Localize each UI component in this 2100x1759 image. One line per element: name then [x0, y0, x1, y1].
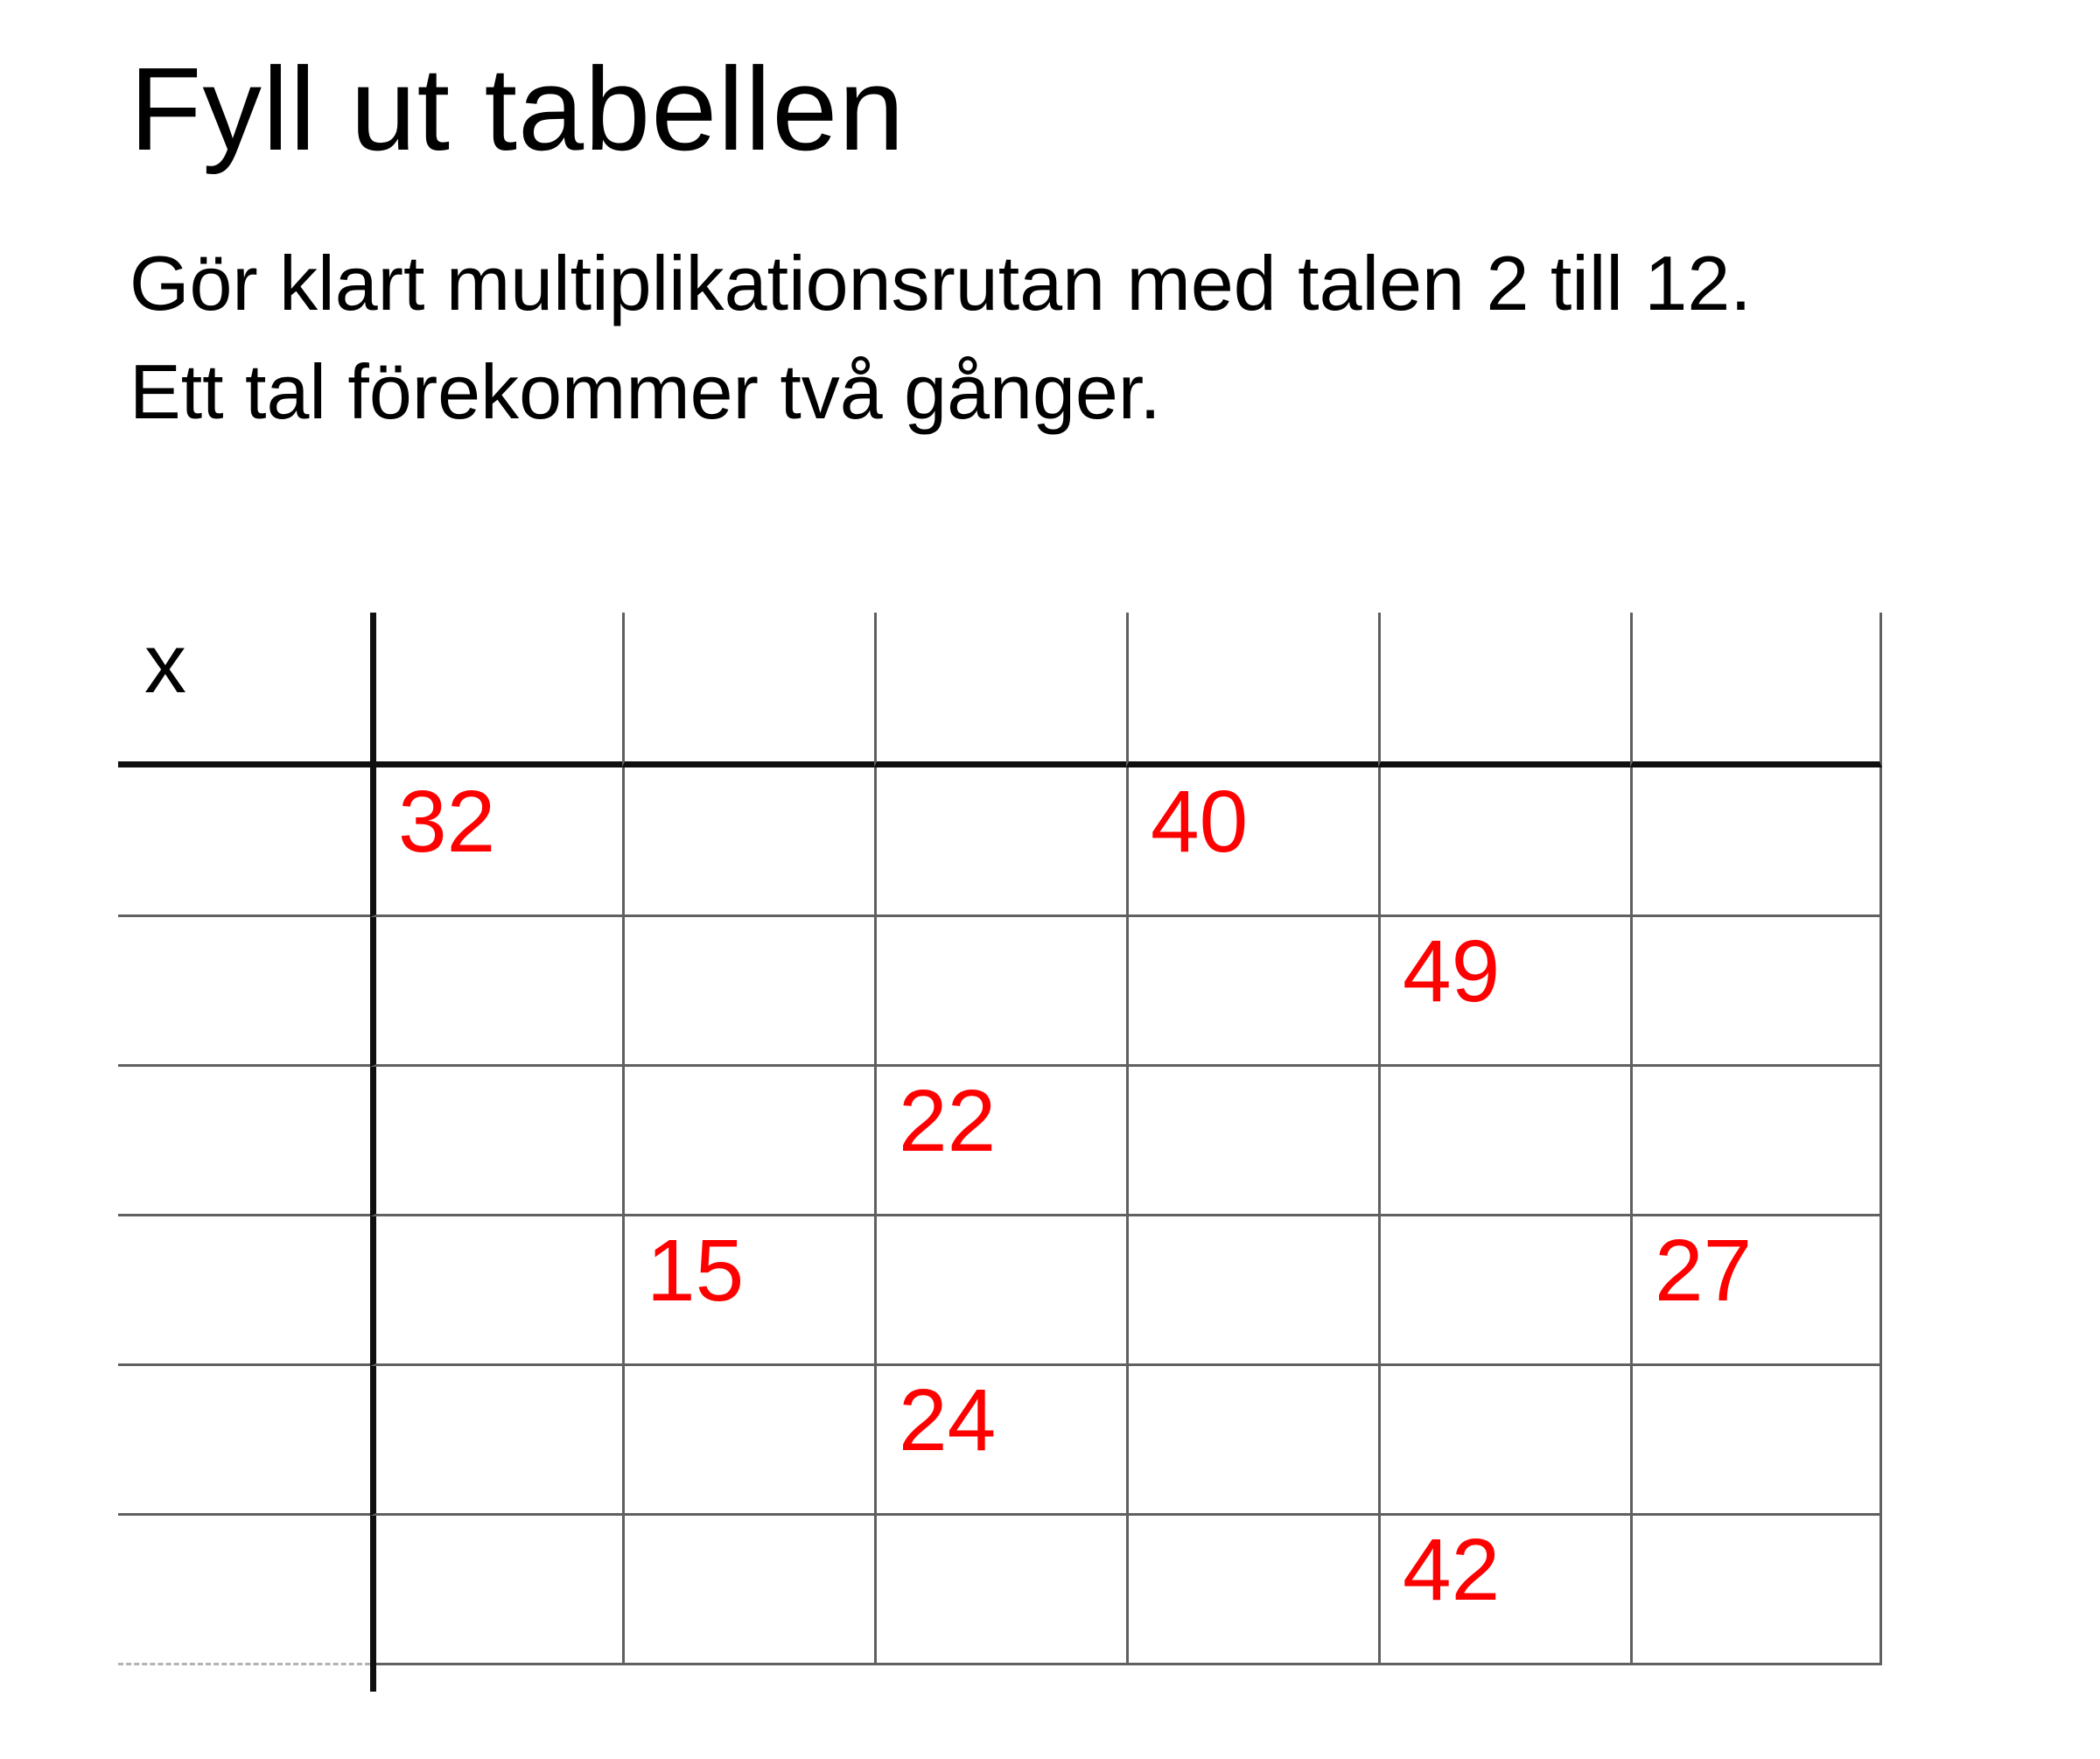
multiplication-grid: x 32 40 49 22 15 27 24 42: [118, 613, 1882, 1665]
grid-cell-r5c1: [370, 1366, 622, 1516]
grid-cell-r1c4: 40: [1126, 767, 1378, 917]
grid-row-header-r2: [118, 917, 370, 1067]
grid-cell-r3c1: [370, 1067, 622, 1216]
grid-cell-r6c1: [370, 1516, 622, 1665]
grid-cell-r4c2: 15: [622, 1216, 874, 1366]
grid-row-header-r5: [118, 1366, 370, 1516]
product-value: 24: [899, 1371, 997, 1469]
grid-row-header-r4: [118, 1216, 370, 1366]
grid-cell-r5c6: [1630, 1366, 1882, 1516]
grid-cell-r5c5: [1378, 1366, 1630, 1516]
grid-cell-r4c1: [370, 1216, 622, 1366]
grid-row-header-r6: [118, 1516, 370, 1665]
grid-cell-r4c6: 27: [1630, 1216, 1882, 1366]
grid-cell-r1c5: [1378, 767, 1630, 917]
instruction-line-1: Gör klart multiplikationsrutan med talen…: [130, 240, 1752, 326]
grid-cell-r2c3: [874, 917, 1126, 1067]
grid-row-header-r1: [118, 767, 370, 917]
grid-cell-r6c5: 42: [1378, 1516, 1630, 1665]
grid-cell-r5c3: 24: [874, 1366, 1126, 1516]
product-value: 22: [899, 1072, 997, 1170]
product-value: 15: [647, 1222, 745, 1320]
product-value: 42: [1403, 1521, 1501, 1619]
grid-cell-r4c5: [1378, 1216, 1630, 1366]
thick-divider-overhang: [370, 1663, 376, 1692]
multiply-symbol: x: [144, 617, 186, 711]
grid-cell-r2c6: [1630, 917, 1882, 1067]
grid-cell-r3c5: [1378, 1067, 1630, 1216]
grid-cell-r6c4: [1126, 1516, 1378, 1665]
instruction-line-2: Ett tal förekommer två gånger.: [130, 348, 1161, 435]
grid-cell-r6c2: [622, 1516, 874, 1665]
grid-cell-r1c1: 32: [370, 767, 622, 917]
grid-cell-r3c4: [1126, 1067, 1378, 1216]
product-value: 49: [1403, 922, 1501, 1020]
grid-cell-r1c3: [874, 767, 1126, 917]
grid-cell-r2c2: [622, 917, 874, 1067]
product-value: 27: [1655, 1222, 1753, 1320]
grid-cell-r3c3: 22: [874, 1067, 1126, 1216]
worksheet-title: Fyll ut tabellen: [130, 43, 906, 175]
grid-cell-r6c3: [874, 1516, 1126, 1665]
grid-header-cell-c2: [622, 613, 874, 767]
grid-cell-r2c4: [1126, 917, 1378, 1067]
product-value: 40: [1151, 773, 1249, 871]
grid-header-cell-c4: [1126, 613, 1378, 767]
grid-row-header-r3: [118, 1067, 370, 1216]
grid-cell-r1c2: [622, 767, 874, 917]
grid-cell-r1c6: [1630, 767, 1882, 917]
grid-header-cell-c6: [1630, 613, 1882, 767]
grid-cell-r5c2: [622, 1366, 874, 1516]
grid-cell-r2c1: [370, 917, 622, 1067]
grid-header-cell-c3: [874, 613, 1126, 767]
instructions: Gör klart multiplikationsrutan med talen…: [130, 229, 1752, 446]
grid-cell-r3c6: [1630, 1067, 1882, 1216]
grid-corner-cell: x: [118, 613, 370, 767]
grid-cell-r4c3: [874, 1216, 1126, 1366]
product-value: 32: [398, 773, 496, 871]
grid-cell-r2c5: 49: [1378, 917, 1630, 1067]
grid-cell-r3c2: [622, 1067, 874, 1216]
grid-header-cell-c1: [370, 613, 622, 767]
grid-cell-r5c4: [1126, 1366, 1378, 1516]
grid-cell-r6c6: [1630, 1516, 1882, 1665]
grid-header-cell-c5: [1378, 613, 1630, 767]
grid-cell-r4c4: [1126, 1216, 1378, 1366]
